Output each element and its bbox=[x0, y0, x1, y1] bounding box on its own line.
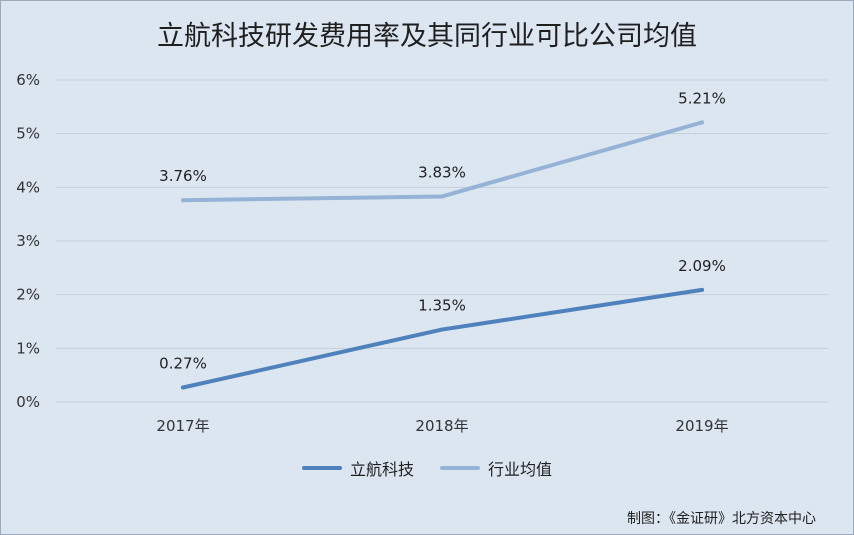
y-tick-label: 3% bbox=[16, 232, 40, 250]
legend-label-series-2: 行业均值 bbox=[488, 460, 553, 479]
data-label: 3.83% bbox=[418, 163, 466, 181]
data-label: 0.27% bbox=[159, 355, 207, 373]
data-label: 5.21% bbox=[678, 89, 726, 107]
y-tick-label: 0% bbox=[16, 393, 40, 411]
data-label: 2.09% bbox=[678, 257, 726, 275]
legend-swatch-series-2 bbox=[440, 466, 480, 470]
x-tick-label: 2019年 bbox=[675, 417, 728, 435]
data-point bbox=[181, 385, 185, 390]
data-point bbox=[181, 198, 185, 203]
legend-label-series-1: 立航科技 bbox=[349, 460, 414, 479]
data-point bbox=[440, 194, 444, 199]
x-tick-label: 2017年 bbox=[156, 417, 209, 435]
data-label: 1.35% bbox=[418, 297, 466, 315]
data-label: 3.76% bbox=[159, 167, 207, 185]
data-point bbox=[700, 120, 704, 125]
chart-title: 立航科技研发费用率及其同行业可比公司均值 bbox=[157, 21, 697, 52]
x-tick-label: 2018年 bbox=[415, 417, 468, 435]
y-tick-label: 1% bbox=[16, 339, 40, 357]
source-note: 制图：《金证研》北方资本中心 bbox=[627, 511, 816, 527]
legend-swatch-series-1 bbox=[301, 466, 342, 470]
data-point bbox=[700, 287, 704, 292]
y-tick-label: 5% bbox=[16, 125, 40, 143]
legend-item-series-1: 立航科技 bbox=[301, 456, 414, 480]
legend-item-series-2: 行业均值 bbox=[440, 456, 552, 480]
y-tick-label: 4% bbox=[16, 178, 40, 196]
y-tick-label: 2% bbox=[16, 286, 40, 304]
data-point bbox=[440, 327, 444, 332]
y-tick-label: 6% bbox=[16, 71, 40, 89]
chart-legend: 立航科技 行业均值 bbox=[0, 456, 854, 480]
